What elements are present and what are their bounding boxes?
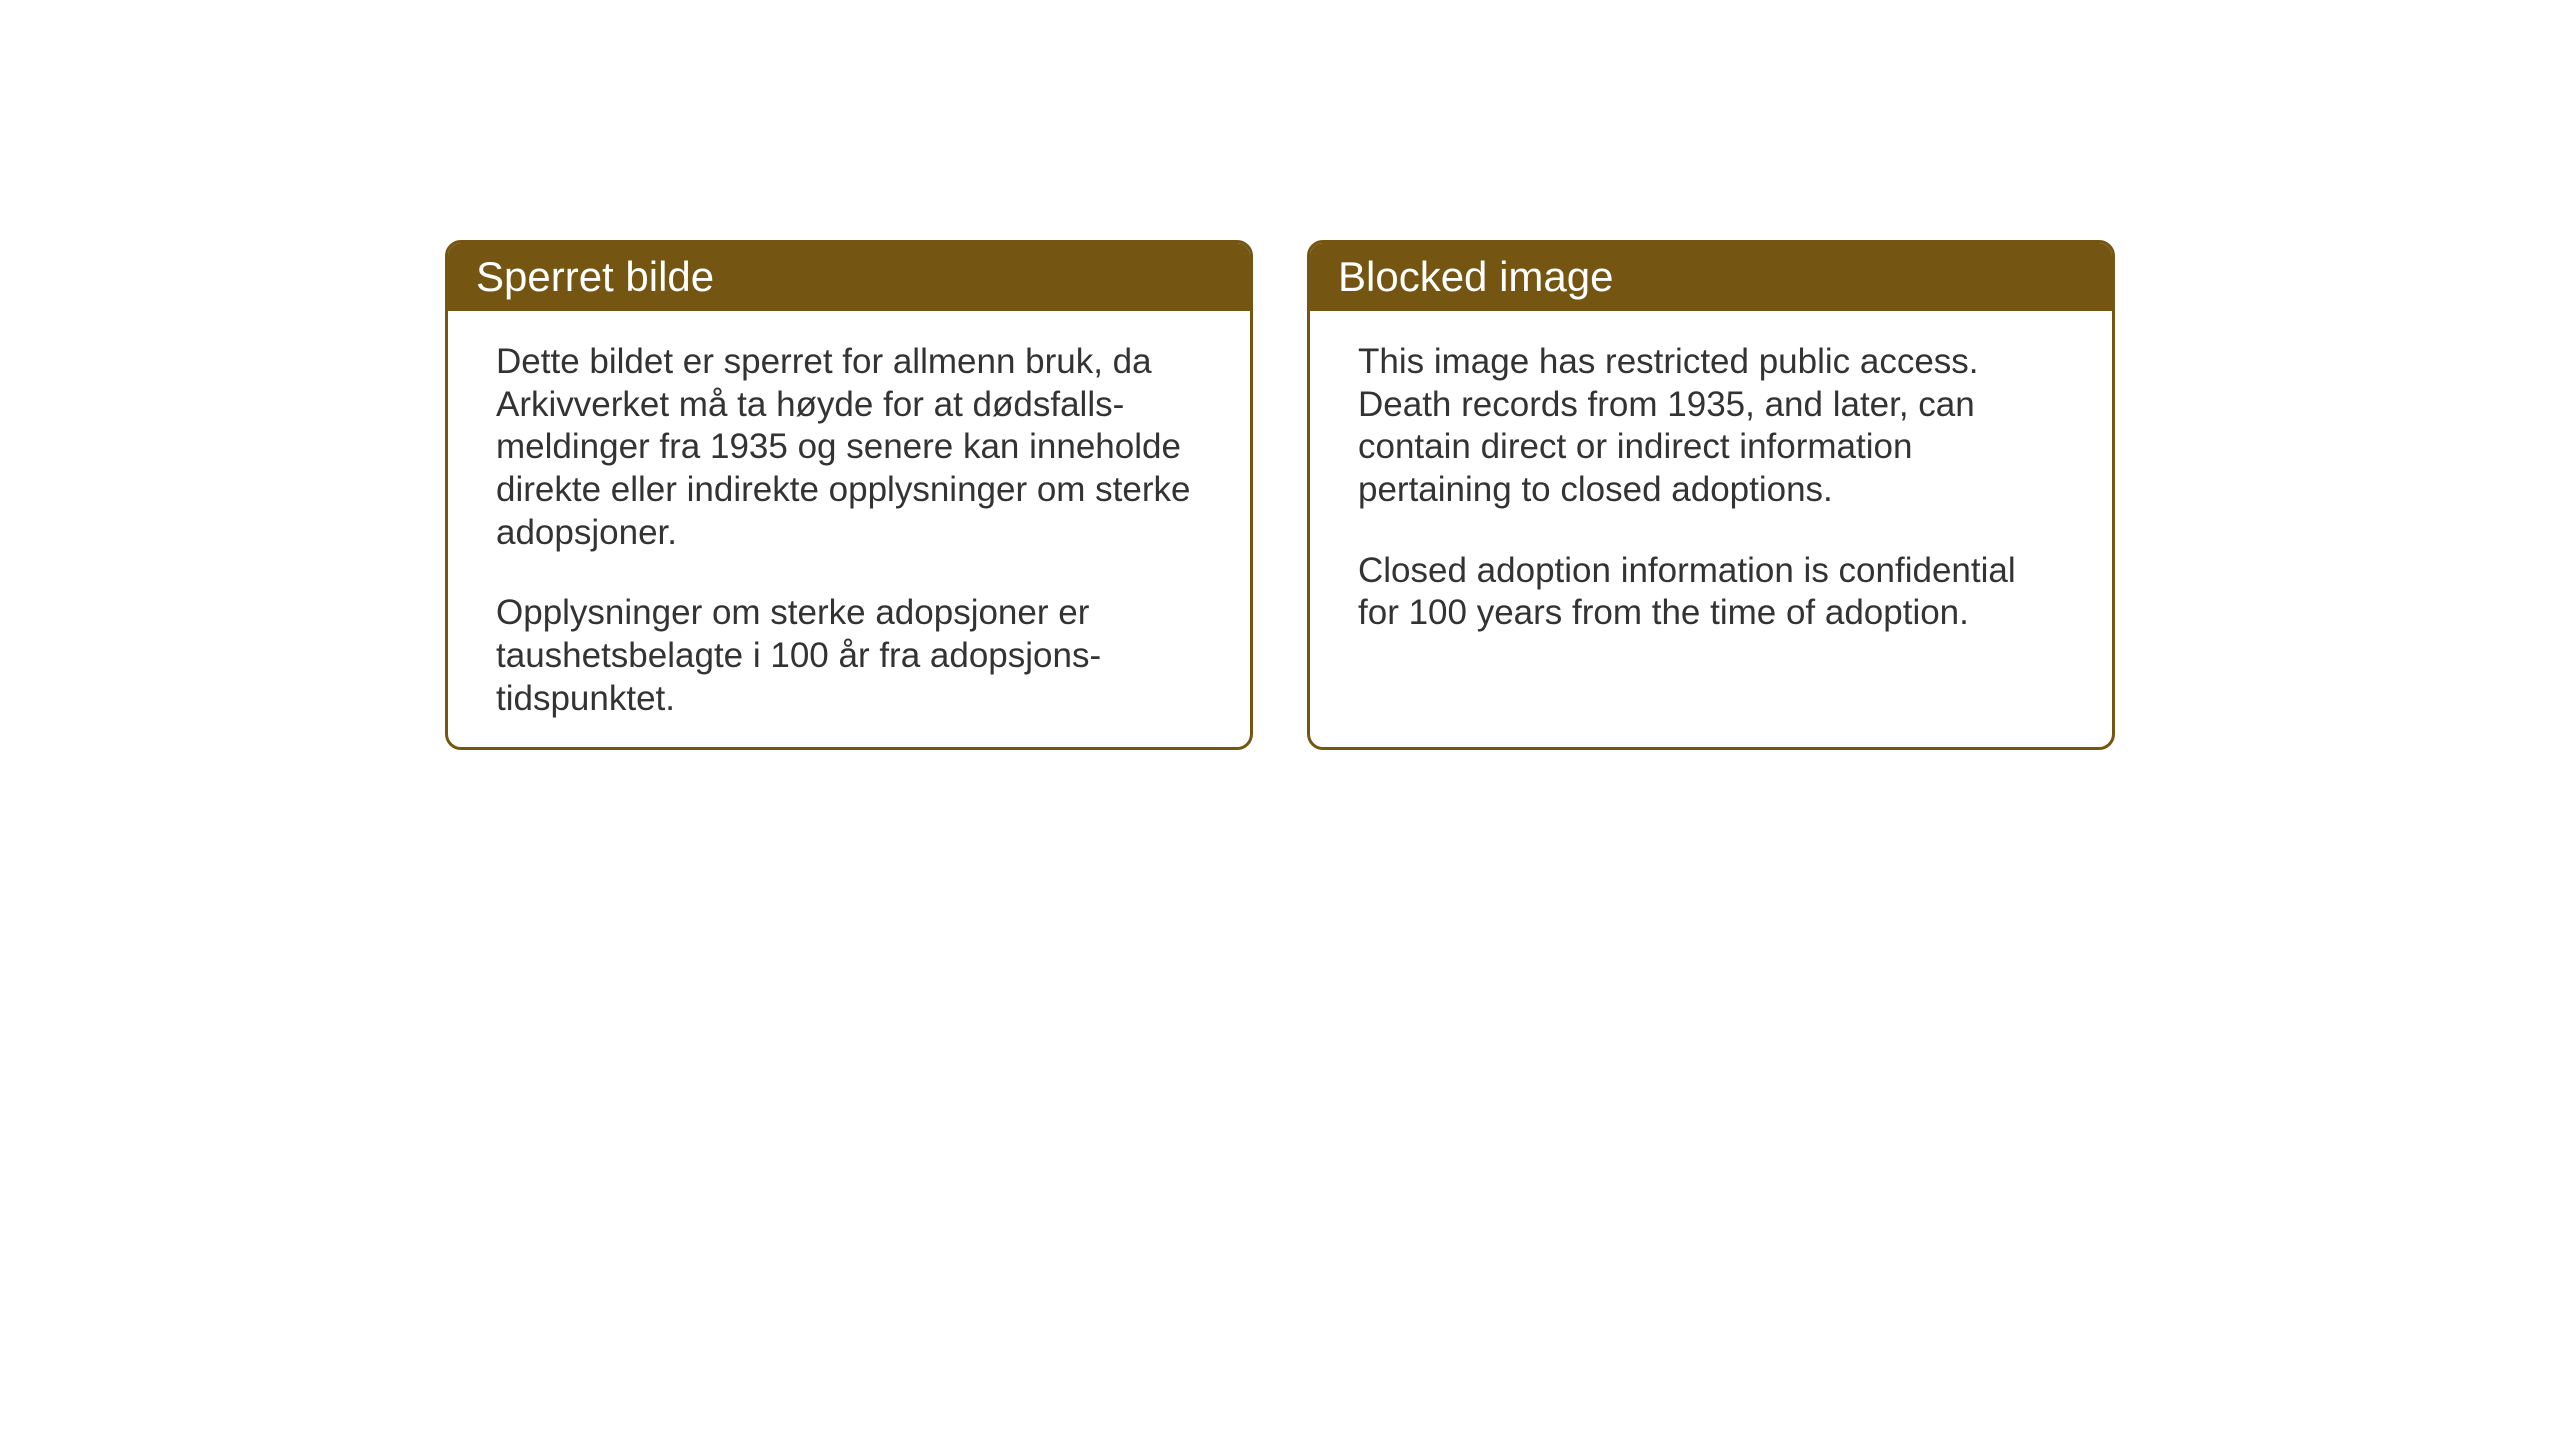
- notice-paragraph: This image has restricted public access.…: [1358, 341, 2064, 512]
- card-body: This image has restricted public access.…: [1310, 311, 2112, 665]
- card-title: Blocked image: [1338, 253, 1613, 300]
- card-title: Sperret bilde: [476, 253, 714, 300]
- notice-card-english: Blocked image This image has restricted …: [1307, 240, 2115, 750]
- card-header: Blocked image: [1310, 243, 2112, 311]
- card-body: Dette bildet er sperret for allmenn bruk…: [448, 311, 1250, 750]
- card-header: Sperret bilde: [448, 243, 1250, 311]
- notice-paragraph: Opplysninger om sterke adopsjoner er tau…: [496, 592, 1202, 720]
- notice-container: Sperret bilde Dette bildet er sperret fo…: [0, 0, 2560, 750]
- notice-card-norwegian: Sperret bilde Dette bildet er sperret fo…: [445, 240, 1253, 750]
- notice-paragraph: Closed adoption information is confident…: [1358, 550, 2064, 635]
- notice-paragraph: Dette bildet er sperret for allmenn bruk…: [496, 341, 1202, 554]
